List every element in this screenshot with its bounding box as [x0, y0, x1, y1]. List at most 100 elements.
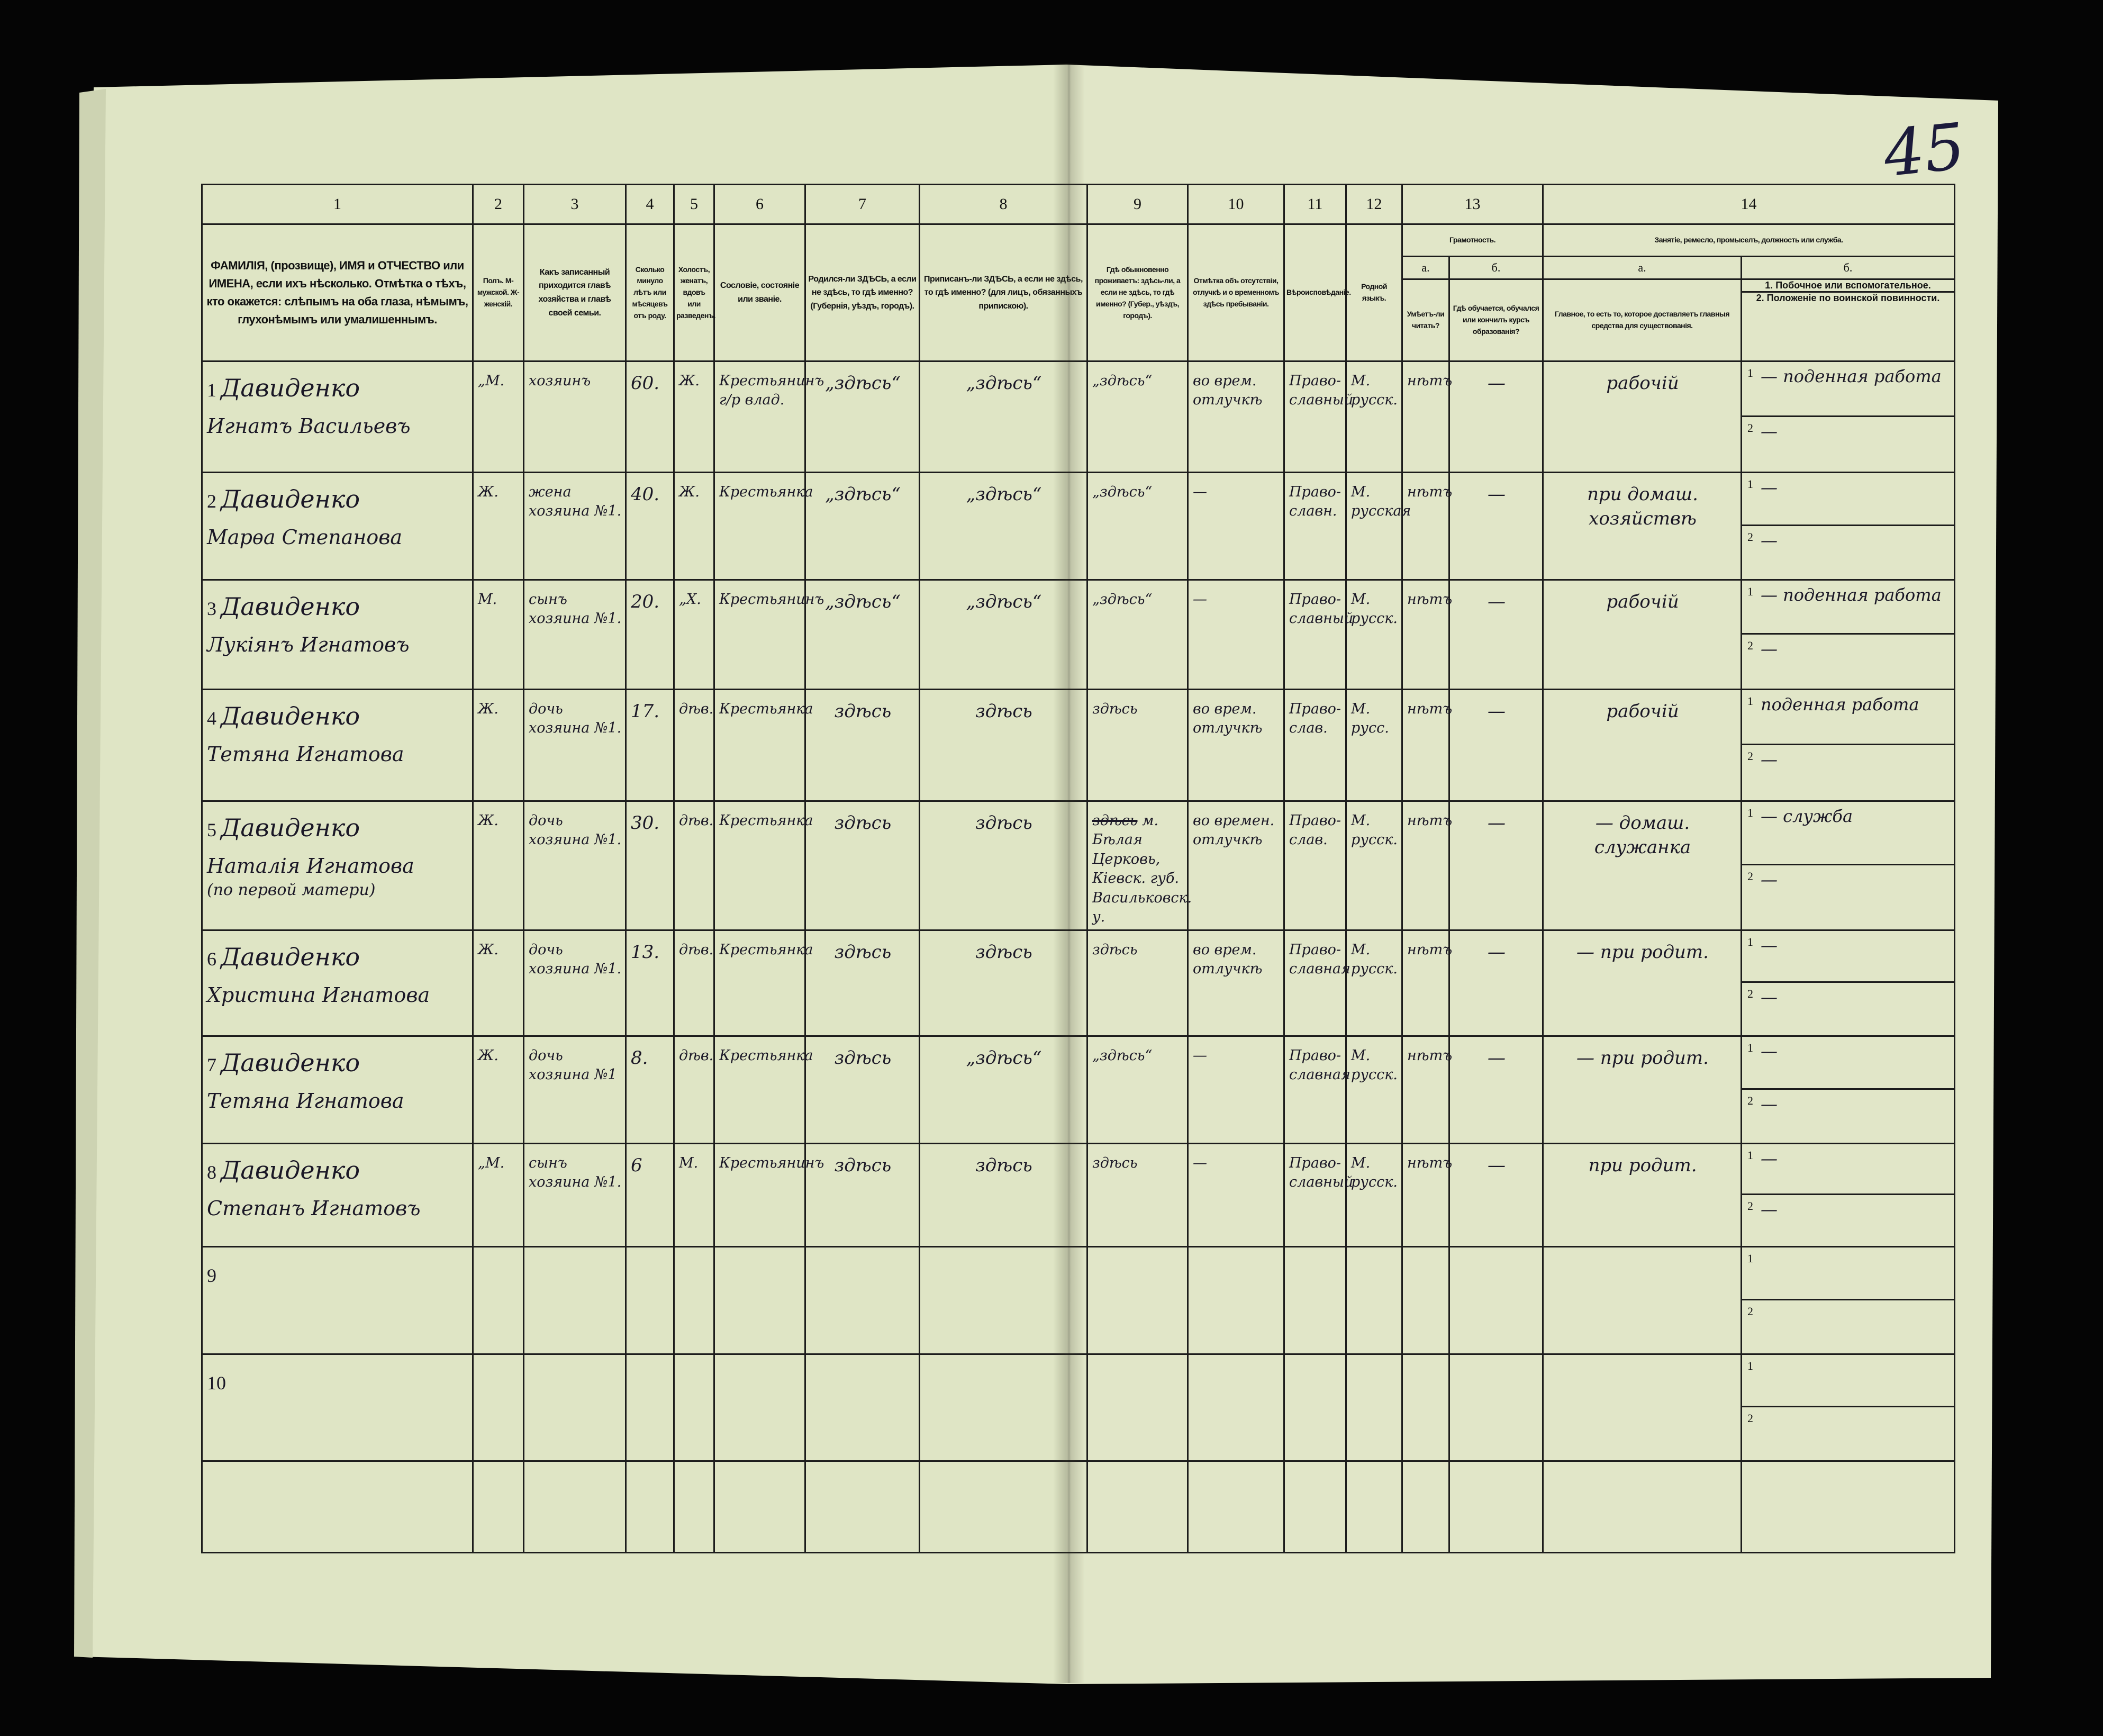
- age-cell: 30.: [625, 800, 675, 931]
- surname: Давиденко: [221, 1155, 360, 1185]
- sex-cell: „М.: [472, 1142, 524, 1247]
- row-number: 5: [207, 819, 216, 840]
- surname: Давиденко: [221, 813, 360, 842]
- header-sex: Полъ. М-мужской. Ж-женскій.: [472, 223, 524, 362]
- line-label-1: 1: [1747, 366, 1753, 379]
- estate-cell: Крестьянинъ: [713, 579, 824, 690]
- residence-cell: „здѣсь“: [1086, 1035, 1189, 1144]
- birthplace-cell: „здѣсь“: [804, 360, 920, 473]
- side-occupation-cell: 1 2: [1741, 1245, 1955, 1355]
- residence-cell: здѣсь: [1086, 1142, 1189, 1247]
- header-language: Родной языкъ.: [1345, 223, 1403, 362]
- given-name-patronymic: Тетяна Игнатова: [207, 1089, 404, 1113]
- header-literacy: Грамотность.: [1401, 223, 1544, 257]
- marital-cell: дѣв.: [673, 1035, 715, 1144]
- estate-cell: Крестьянка: [713, 689, 813, 802]
- literacy-cell: [1401, 1245, 1450, 1355]
- col-number: 11: [1283, 184, 1347, 225]
- literacy-cell: нѣтъ: [1401, 689, 1452, 802]
- residence-text: здѣсь: [1092, 1154, 1138, 1171]
- religion-cell: Право-славный: [1283, 1142, 1353, 1247]
- side-occupation-cell: 1 поденная работа 2—: [1741, 689, 1955, 802]
- blank-cell: [1345, 1460, 1403, 1553]
- line-label-1: 1: [1747, 1359, 1753, 1372]
- given-name-patronymic: Игнатъ Васильевъ: [207, 414, 411, 438]
- side-occupation-cell: 1— 2—: [1741, 1142, 1955, 1247]
- header-absence: Отмѣтка объ отсутствіи, отлучкѣ и о врем…: [1187, 223, 1285, 362]
- marital-cell: дѣв.: [673, 929, 715, 1037]
- line-label-2: 2: [1747, 421, 1753, 435]
- given-name-patronymic: Тетяна Игнатова: [207, 743, 404, 766]
- main-occupation-cell: — домаш. служанка: [1542, 800, 1742, 931]
- line-label-2: 2: [1747, 749, 1753, 763]
- person-row: 4 Давиденко Тетяна Игнатова Ж. дочь хозяи…: [201, 689, 1955, 802]
- birthplace-cell: здѣсь: [804, 800, 920, 931]
- side-occupation-line-2: 2—: [1742, 526, 1954, 579]
- col-number: 2: [472, 184, 524, 225]
- col-number: 12: [1345, 184, 1403, 225]
- estate-cell: Крестьянка: [713, 800, 813, 931]
- side-occupation-line-1: 1—: [1742, 473, 1954, 526]
- line-label-1: 1: [1747, 1041, 1753, 1054]
- line-label-1: 1: [1747, 1148, 1753, 1162]
- estate-cell: Крестьянка: [713, 929, 813, 1037]
- residence-text: „здѣсь“: [1092, 591, 1153, 608]
- marital-cell: дѣв.: [673, 689, 715, 802]
- sex-cell: Ж.: [472, 689, 524, 802]
- row-number: 6: [207, 948, 216, 970]
- language-cell: М. русск.: [1345, 360, 1403, 473]
- line-label-2: 2: [1747, 870, 1753, 883]
- surname: Давиденко: [221, 942, 360, 971]
- side-occupation-cell: 1— 2—: [1741, 1035, 1955, 1144]
- education-cell: —: [1448, 472, 1544, 581]
- side-occupation-line-2: 2—: [1742, 865, 1954, 929]
- birthplace-cell: „здѣсь“: [804, 472, 920, 581]
- side-occupation-line-2: 2: [1742, 1300, 1954, 1353]
- residence-cell: „здѣсь“: [1086, 472, 1189, 581]
- blank-cell: [1401, 1460, 1450, 1553]
- header-estate: Сословіе, состояніе или званіе.: [713, 223, 806, 362]
- blank-cell: [201, 1460, 474, 1553]
- age-cell: 8.: [625, 1035, 675, 1144]
- main-occupation-cell: — при родит.: [1542, 1035, 1742, 1144]
- age-cell: 20.: [625, 579, 675, 690]
- side-occupation-line-2: 2—: [1742, 635, 1954, 689]
- relation-cell: сынъ хозяина №1.: [523, 1142, 627, 1247]
- literacy-cell: нѣтъ: [1401, 472, 1452, 581]
- literacy-cell: нѣтъ: [1401, 1142, 1452, 1247]
- residence-struck-text: здѣсь: [1092, 812, 1138, 829]
- person-row: 1 Давиденко Игнатъ Васильевъ „М. хозяинъ …: [201, 360, 1955, 473]
- estate-cell: Крестьянинъ: [713, 1142, 824, 1247]
- line-label-1: 1: [1747, 806, 1753, 819]
- registration-cell: здѣсь: [919, 1142, 1088, 1247]
- line-label-2: 2: [1747, 1304, 1753, 1318]
- age-cell: 13.: [625, 929, 675, 1037]
- sex-cell: „М.: [472, 360, 524, 473]
- person-row: 6 Давиденко Христина Игнатова Ж. дочь хоз…: [201, 929, 1955, 1037]
- side-occupation-line-1: 1 — поденная работа: [1742, 581, 1954, 635]
- religion-cell: Право-слав.: [1283, 800, 1347, 931]
- estate-cell: [713, 1353, 806, 1462]
- name-cell: 9: [201, 1245, 474, 1355]
- surname: Давиденко: [221, 485, 360, 513]
- main-occupation-cell: — при родит.: [1542, 929, 1742, 1037]
- line-label-2: 2: [1747, 1199, 1753, 1213]
- education-cell: —: [1448, 689, 1544, 802]
- estate-cell: Крестьянка: [713, 472, 813, 581]
- age-cell: 17.: [625, 689, 675, 802]
- header-name: ФАМИЛІЯ, (прозвище), ИМЯ и ОТЧЕСТВО или …: [201, 223, 474, 362]
- military-status: —: [1761, 639, 1778, 659]
- residence-text: „здѣсь“: [1092, 1047, 1153, 1064]
- row-number: 4: [207, 708, 216, 729]
- header-residence: Гдѣ обыкновенно проживаетъ: здѣсь-ли, а …: [1086, 223, 1189, 362]
- education-cell: —: [1448, 929, 1544, 1037]
- religion-cell: Право-славн.: [1283, 472, 1347, 581]
- military-status: —: [1761, 987, 1778, 1008]
- residence-text: „здѣсь“: [1092, 373, 1153, 389]
- marital-cell: [673, 1353, 715, 1462]
- side-occupation-line-2: 2: [1742, 1407, 1954, 1460]
- education-cell: —: [1448, 1142, 1544, 1247]
- col-number: 14: [1542, 184, 1955, 225]
- header-education: Гдѣ обучается, обучался или кончилъ курс…: [1448, 278, 1544, 362]
- main-occupation-cell: [1542, 1245, 1742, 1355]
